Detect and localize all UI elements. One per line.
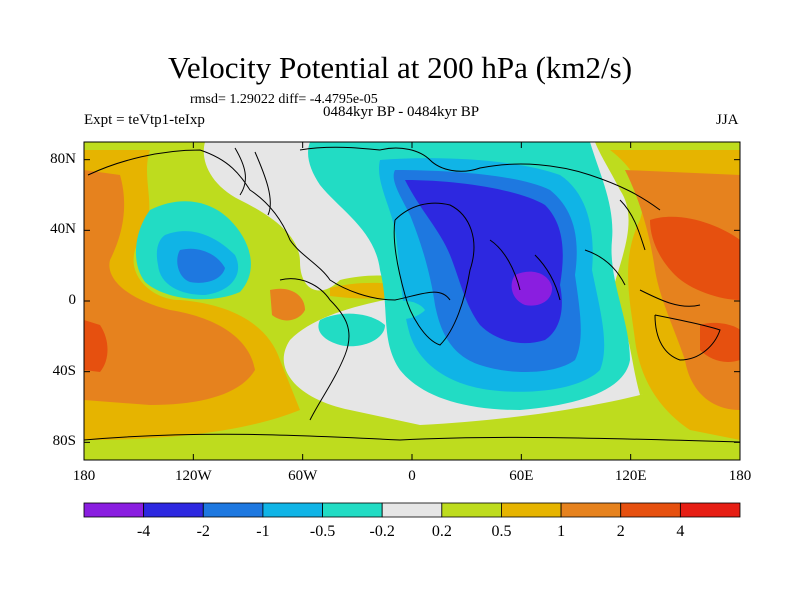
colorbar-label: -2 bbox=[196, 523, 210, 540]
x-tick-label: 60W bbox=[288, 468, 318, 484]
y-tick-label: 80N bbox=[50, 150, 76, 167]
season-label: JJA bbox=[716, 112, 739, 128]
x-tick-label: 60E bbox=[509, 468, 534, 484]
coastlines bbox=[84, 146, 740, 443]
colorbar-swatch bbox=[202, 502, 264, 518]
y-tick-label: 80S bbox=[52, 433, 76, 450]
x-tick-label: 180 bbox=[72, 468, 96, 484]
period-label: 0484kyr BP - 0484kyr BP bbox=[323, 104, 480, 120]
colorbar-label: 4 bbox=[676, 523, 685, 540]
colorbar-label: -0.2 bbox=[369, 523, 395, 540]
colorbar-swatch bbox=[322, 502, 383, 518]
colorbar-label: 1 bbox=[557, 523, 566, 540]
colorbar-label: 2 bbox=[616, 523, 625, 540]
y-tick-label: 40N bbox=[50, 221, 76, 238]
colorbar-label: -4 bbox=[136, 523, 151, 540]
y-tick-label: 0 bbox=[68, 292, 77, 308]
colorbar-label: 0.5 bbox=[491, 523, 512, 540]
colorbar-swatch bbox=[262, 502, 323, 518]
colorbar-swatch bbox=[143, 502, 204, 518]
colorbar-label: 0.2 bbox=[431, 523, 452, 540]
colorbar-swatch bbox=[620, 502, 681, 518]
colorbar-swatch bbox=[560, 502, 622, 518]
colorbar-label: -0.5 bbox=[309, 523, 336, 540]
colorbar-swatch bbox=[501, 502, 562, 518]
colorbar-label: -1 bbox=[256, 523, 270, 540]
y-tick-label: 40S bbox=[52, 362, 76, 379]
positive-anomaly-field bbox=[84, 142, 740, 460]
colorbar-swatch bbox=[441, 502, 502, 518]
stats-text: rmsd= 1.29022 diff= -4.4795e-05 bbox=[190, 92, 378, 107]
plot-title: Velocity Potential at 200 hPa (km2/s) bbox=[167, 50, 633, 85]
x-tick-label: 120W bbox=[174, 468, 212, 484]
experiment-label: Expt = teVtp1-teIxp bbox=[84, 112, 205, 128]
axis-ticks bbox=[83, 142, 741, 460]
x-tick-label: 120E bbox=[614, 468, 647, 484]
x-tick-label: 0 bbox=[408, 468, 416, 484]
colorbar bbox=[83, 502, 741, 518]
x-tick-label: 180 bbox=[728, 468, 752, 484]
colorbar-swatch bbox=[679, 502, 741, 518]
colorbar-swatch bbox=[83, 502, 145, 518]
colorbar-swatch bbox=[381, 502, 443, 518]
